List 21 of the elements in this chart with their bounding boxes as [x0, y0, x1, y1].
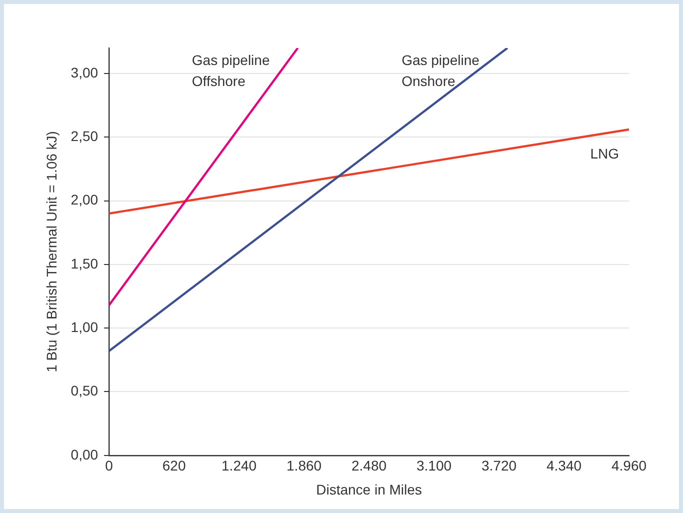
y-tick-label: 1,00 — [70, 318, 98, 335]
x-tick-label: 620 — [162, 458, 186, 474]
y-tick-label: 2,00 — [70, 192, 98, 208]
series-label: LNG — [590, 145, 620, 162]
series-label: Gas pipeline Onshore — [402, 52, 480, 89]
x-tick-label: 4.340 — [546, 458, 582, 474]
y-tick-label: 3,00 — [70, 64, 98, 80]
x-tick-label: 3.720 — [481, 458, 517, 474]
y-tick-label: 0,50 — [70, 382, 98, 399]
x-tick-label: 0 — [105, 458, 114, 474]
x-tick-label: 4.960 — [611, 458, 647, 474]
y-tick-label: 2,50 — [70, 128, 98, 144]
x-tick-label: 1.240 — [222, 458, 257, 474]
y-axis-title: 1 Btu (1 British Thermal Unit = 1.06 kJ) — [43, 131, 60, 372]
y-tick-label: 0,00 — [70, 446, 98, 462]
x-axis-title: Distance in Miles — [316, 481, 422, 498]
series-label: Gas pipeline Offshore — [192, 52, 270, 89]
x-tick-label: 2.480 — [352, 458, 387, 474]
x-tick-label: 3.100 — [416, 458, 452, 474]
x-tick-label: 1.860 — [286, 458, 322, 474]
y-tick-label: 1,50 — [70, 255, 98, 272]
